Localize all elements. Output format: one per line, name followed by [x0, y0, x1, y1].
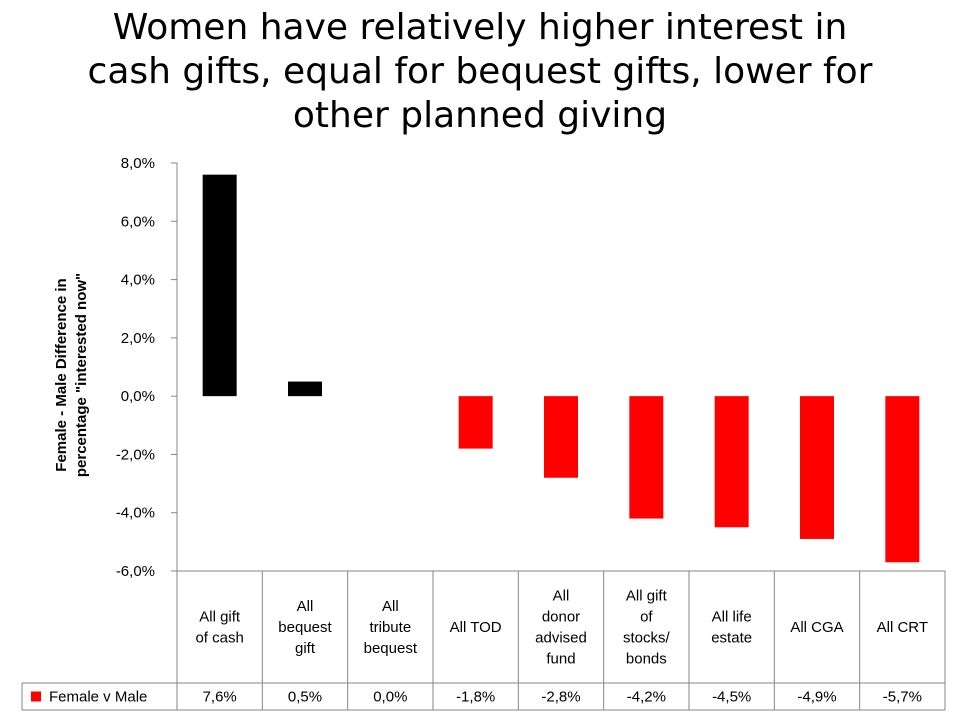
category-label-line: All gift — [626, 588, 668, 605]
bar — [885, 396, 920, 563]
category-label-line: All CRT — [877, 619, 928, 636]
category-label-line: All life — [712, 609, 752, 626]
category-label-line: All gift — [199, 609, 241, 626]
bar — [800, 396, 834, 539]
category-label-line: advised — [535, 630, 587, 647]
bar — [629, 396, 664, 519]
value-label: -5,7% — [883, 689, 922, 706]
category-label-line: of cash — [195, 630, 243, 647]
y-tick-label: 8,0% — [121, 155, 155, 172]
y-tick-label: 4,0% — [121, 272, 155, 289]
y-axis: 8,0% 6,0% 4,0% 2,0% 0,0% -2,0% -4,0% -6,0% — [116, 155, 178, 580]
y-tick-label: -4,0% — [116, 505, 155, 522]
bar — [714, 396, 749, 528]
category-label: All CGA — [790, 619, 843, 636]
series-name: Female v Male — [49, 689, 147, 706]
bar — [544, 396, 578, 478]
category-label: All tribute bequest — [364, 598, 418, 657]
bar — [288, 381, 322, 397]
y-axis-label: Female - Male Difference in percentage "i… — [53, 273, 90, 477]
category-label-line: gift — [295, 640, 316, 657]
data-table: All gift of cash All bequest gift All tribute b… — [21, 570, 946, 711]
category-label: All TOD — [450, 619, 502, 636]
y-tick-label: -6,0% — [116, 563, 155, 580]
y-axis-title-line: Female - Male Difference in — [53, 278, 70, 471]
chart-title-line: cash gifts, equal for bequest gifts, low… — [87, 51, 873, 92]
category-label-line: bequest — [278, 619, 332, 636]
y-axis-title-line: percentage "interested now" — [73, 273, 90, 477]
category-label: All donor advised fund — [535, 588, 587, 668]
y-tick-label: 0,0% — [121, 388, 155, 405]
y-tick-label: 2,0% — [121, 330, 155, 347]
y-tick-label: -2,0% — [116, 446, 155, 463]
y-axis-title: Female - Male Difference in percentage "i… — [53, 273, 90, 477]
category-label: All CRT — [877, 619, 928, 636]
chart-title-line: Women have relatively higher interest in — [112, 7, 848, 48]
category-label: All bequest gift — [278, 598, 332, 657]
value-label: 0,0% — [373, 689, 407, 706]
category-label-line: stocks/ — [623, 630, 671, 647]
category-label-line: All — [297, 598, 314, 615]
category-label-line: All — [382, 598, 399, 615]
y-tick-label: 6,0% — [121, 213, 155, 230]
bar — [458, 396, 493, 449]
category-label: All life estate — [711, 609, 752, 647]
value-label: -2,8% — [541, 689, 580, 706]
legend-key — [31, 691, 41, 702]
category-label-line: All — [553, 588, 570, 605]
category-label-line: tribute — [369, 619, 411, 636]
value-label: -4,9% — [797, 689, 836, 706]
chart-title-line: other planned giving — [292, 95, 668, 136]
category-label-line: of — [640, 609, 653, 626]
value-label: -4,2% — [627, 689, 666, 706]
category-label-line: estate — [711, 630, 752, 647]
value-label: 0,5% — [288, 689, 322, 706]
category-label-line: bequest — [364, 640, 418, 657]
category-label: All gift of cash — [195, 609, 243, 647]
category-label-line: All CGA — [790, 619, 843, 636]
bar-series — [202, 174, 920, 563]
category-label: All gift of stocks/bonds — [623, 588, 671, 668]
chart-title: Women have relatively higher interest in… — [0, 6, 960, 138]
value-label: -4,5% — [712, 689, 751, 706]
bar — [202, 174, 237, 397]
value-label: 7,6% — [203, 689, 237, 706]
category-label-line: fund — [546, 651, 575, 668]
category-label-line: All TOD — [450, 619, 502, 636]
value-label: -1,8% — [456, 689, 495, 706]
category-label-line: bonds — [626, 651, 667, 668]
category-label-line: donor — [542, 609, 580, 626]
